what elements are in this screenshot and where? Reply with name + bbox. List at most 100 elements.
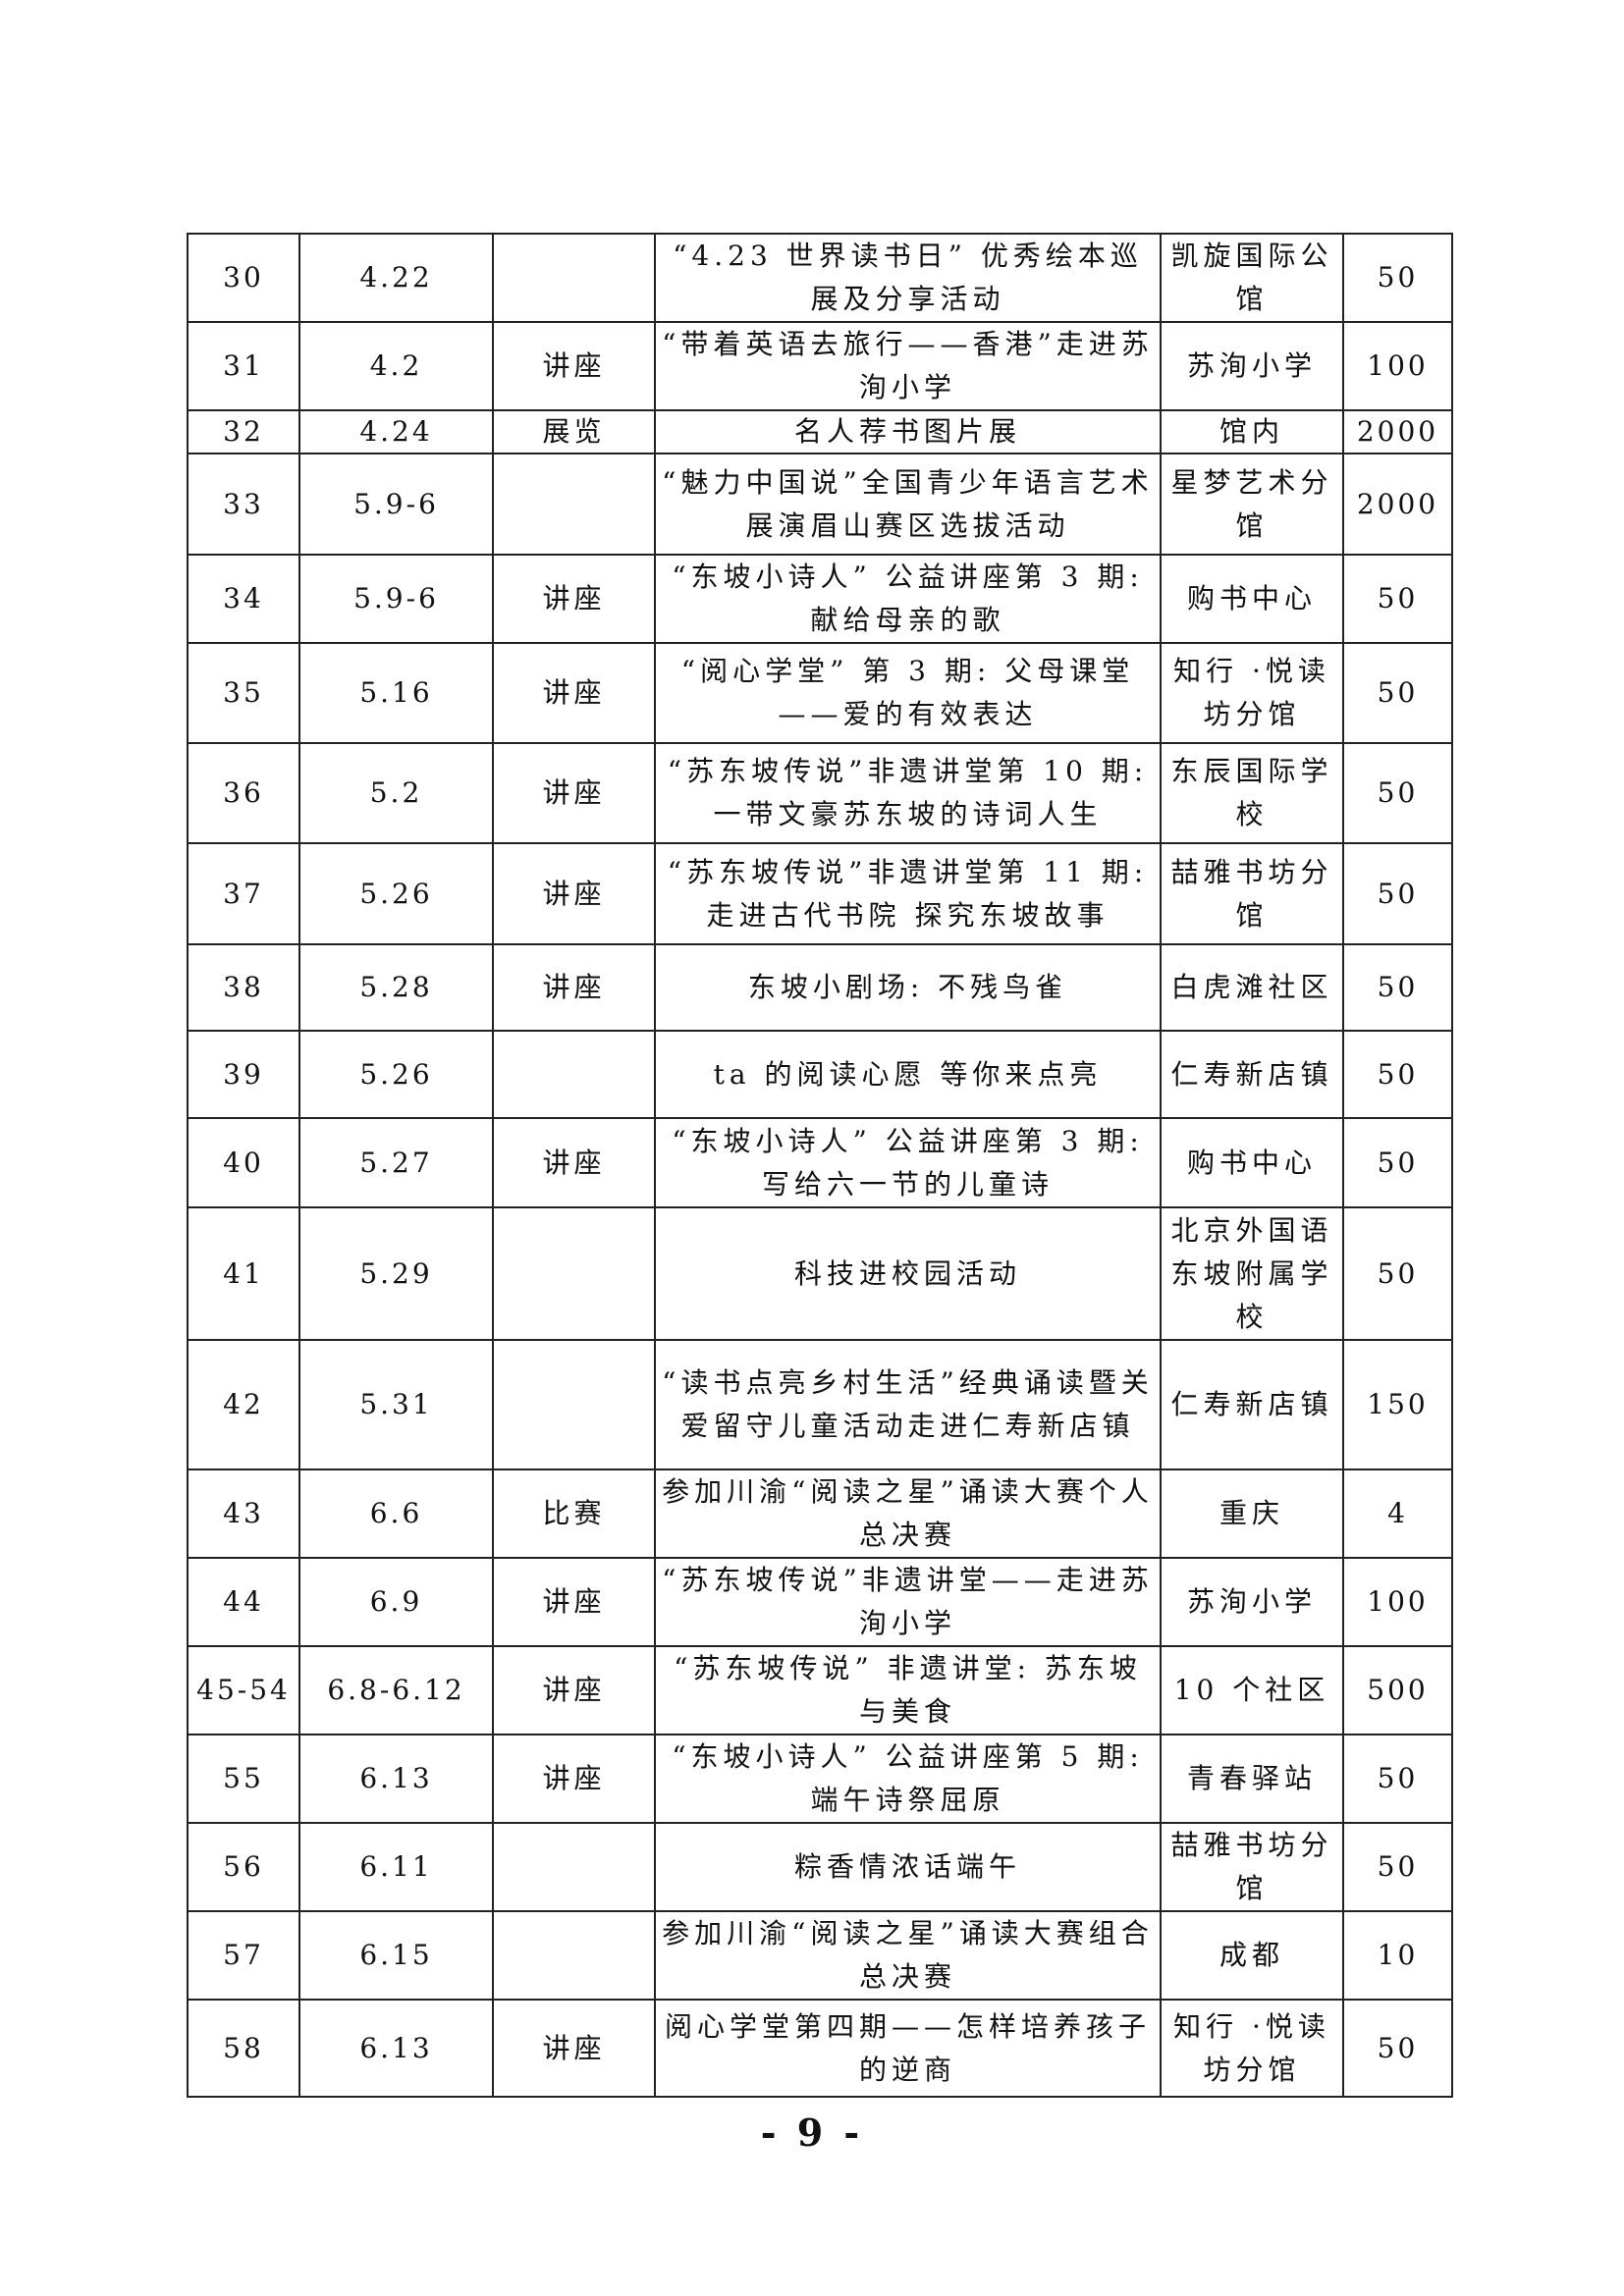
participant-count-cell: 50 xyxy=(1342,1030,1453,1119)
activity-name-cell: “带着英语去旅行——香港”走进苏洵小学 xyxy=(654,321,1162,411)
row-number: 35 xyxy=(187,642,300,744)
row-number: 33 xyxy=(187,453,300,556)
place-cell: 喆雅书坊分馆 xyxy=(1160,842,1344,945)
activity-name-cell: “苏东坡传说” 非遗讲堂: 苏东坡与美食 xyxy=(654,1645,1162,1735)
place-cell: 成都 xyxy=(1160,1910,1344,2001)
place-cell: 购书中心 xyxy=(1160,1117,1344,1208)
table-row: 30 4.22 “4.23 世界读书日” 优秀绘本巡展及分享活动 凯旋国际公馆 50 xyxy=(187,233,1453,323)
type-cell: 讲座 xyxy=(492,321,656,411)
table-row: 32 4.24 展览 名人荐书图片展 馆内 2000 xyxy=(187,409,1453,454)
place-cell: 青春驿站 xyxy=(1160,1734,1344,1824)
participant-count-cell: 500 xyxy=(1342,1645,1453,1735)
date-cell: 6.6 xyxy=(298,1468,494,1559)
type-cell: 讲座 xyxy=(492,842,656,945)
participant-count-cell: 100 xyxy=(1342,321,1453,411)
row-number: 42 xyxy=(187,1339,300,1470)
type-cell: 讲座 xyxy=(492,1734,656,1824)
date-cell: 6.15 xyxy=(298,1910,494,2001)
row-number: 58 xyxy=(187,1999,300,2098)
type-cell xyxy=(492,1910,656,2001)
place-cell: 购书中心 xyxy=(1160,554,1344,644)
row-number: 44 xyxy=(187,1557,300,1647)
activity-name-cell: ta 的阅读心愿 等你来点亮 xyxy=(654,1030,1162,1119)
type-cell: 讲座 xyxy=(492,642,656,744)
participant-count-cell: 50 xyxy=(1342,1734,1453,1824)
place-cell: 星梦艺术分馆 xyxy=(1160,453,1344,556)
type-cell xyxy=(492,1030,656,1119)
place-cell: 仁寿新店镇 xyxy=(1160,1339,1344,1470)
table-row: 45-54 6.8-6.12 讲座 “苏东坡传说” 非遗讲堂: 苏东坡与美食 10 个社… xyxy=(187,1645,1453,1735)
type-cell: 讲座 xyxy=(492,1999,656,2098)
activity-name-cell: 科技进校园活动 xyxy=(654,1206,1162,1341)
activity-name-cell: “魅力中国说”全国青少年语言艺术展演眉山赛区选拔活动 xyxy=(654,453,1162,556)
type-cell: 讲座 xyxy=(492,1117,656,1208)
row-number: 45-54 xyxy=(187,1645,300,1735)
page-number: - 9 - xyxy=(760,2110,864,2155)
date-cell: 5.2 xyxy=(298,742,494,844)
place-cell: 苏洵小学 xyxy=(1160,321,1344,411)
table-row: 42 5.31 “读书点亮乡村生活”经典诵读暨关爱留守儿童活动走进仁寿新店镇 仁寿新店… xyxy=(187,1339,1453,1470)
activity-name-cell: 粽香情浓话端午 xyxy=(654,1822,1162,1912)
participant-count-cell: 50 xyxy=(1342,742,1453,844)
date-cell: 4.22 xyxy=(298,233,494,323)
date-cell: 5.27 xyxy=(298,1117,494,1208)
type-cell xyxy=(492,233,656,323)
table-row: 57 6.15 参加川渝“阅读之星”诵读大赛组合总决赛 成都 10 xyxy=(187,1910,1453,2001)
row-number: 43 xyxy=(187,1468,300,1559)
activity-name-cell: 阅心学堂第四期——怎样培养孩子的逆商 xyxy=(654,1999,1162,2098)
place-cell: 喆雅书坊分馆 xyxy=(1160,1822,1344,1912)
place-cell: 仁寿新店镇 xyxy=(1160,1030,1344,1119)
table-row: 43 6.6 比赛 参加川渝“阅读之星”诵读大赛个人总决赛 重庆 4 xyxy=(187,1468,1453,1559)
row-number: 37 xyxy=(187,842,300,945)
participant-count-cell: 50 xyxy=(1342,642,1453,744)
participant-count-cell: 100 xyxy=(1342,1557,1453,1647)
type-cell xyxy=(492,1206,656,1341)
activity-name-cell: 东坡小剧场: 不残鸟雀 xyxy=(654,943,1162,1032)
date-cell: 6.11 xyxy=(298,1822,494,1912)
table-row: 40 5.27 讲座 “东坡小诗人” 公益讲座第 3 期: 写给六一节的儿童诗 购书中心… xyxy=(187,1117,1453,1208)
type-cell: 讲座 xyxy=(492,1557,656,1647)
date-cell: 6.8-6.12 xyxy=(298,1645,494,1735)
activity-name-cell: “读书点亮乡村生活”经典诵读暨关爱留守儿童活动走进仁寿新店镇 xyxy=(654,1339,1162,1470)
date-cell: 5.31 xyxy=(298,1339,494,1470)
place-cell: 知行 ·悦读坊分馆 xyxy=(1160,642,1344,744)
table-row: 39 5.26 ta 的阅读心愿 等你来点亮 仁寿新店镇 50 xyxy=(187,1030,1453,1119)
row-number: 55 xyxy=(187,1734,300,1824)
date-cell: 5.26 xyxy=(298,842,494,945)
type-cell: 讲座 xyxy=(492,943,656,1032)
table-row: 34 5.9-6 讲座 “东坡小诗人” 公益讲座第 3 期: 献给母亲的歌 购书中心 50 xyxy=(187,554,1453,644)
row-number: 57 xyxy=(187,1910,300,2001)
date-cell: 5.9-6 xyxy=(298,554,494,644)
table-row: 37 5.26 讲座 “苏东坡传说”非遗讲堂第 11 期: 走进古代书院 探究东坡故事… xyxy=(187,842,1453,945)
participant-count-cell: 50 xyxy=(1342,233,1453,323)
type-cell: 讲座 xyxy=(492,554,656,644)
table-row: 36 5.2 讲座 “苏东坡传说”非遗讲堂第 10 期: 一带文豪苏东坡的诗词人生 东辰… xyxy=(187,742,1453,844)
type-cell: 讲座 xyxy=(492,742,656,844)
row-number: 32 xyxy=(187,409,300,454)
table-row: 56 6.11 粽香情浓话端午 喆雅书坊分馆 50 xyxy=(187,1822,1453,1912)
place-cell: 凯旋国际公馆 xyxy=(1160,233,1344,323)
date-cell: 4.2 xyxy=(298,321,494,411)
row-number: 31 xyxy=(187,321,300,411)
activity-name-cell: “东坡小诗人” 公益讲座第 3 期: 写给六一节的儿童诗 xyxy=(654,1117,1162,1208)
row-number: 56 xyxy=(187,1822,300,1912)
activity-name-cell: 参加川渝“阅读之星”诵读大赛组合总决赛 xyxy=(654,1910,1162,2001)
activity-name-cell: 名人荐书图片展 xyxy=(654,409,1162,454)
participant-count-cell: 150 xyxy=(1342,1339,1453,1470)
date-cell: 5.16 xyxy=(298,642,494,744)
date-cell: 5.9-6 xyxy=(298,453,494,556)
row-number: 41 xyxy=(187,1206,300,1341)
date-cell: 4.24 xyxy=(298,409,494,454)
type-cell: 讲座 xyxy=(492,1645,656,1735)
activity-table: 30 4.22 “4.23 世界读书日” 优秀绘本巡展及分享活动 凯旋国际公馆 50 31… xyxy=(187,233,1453,2098)
date-cell: 5.29 xyxy=(298,1206,494,1341)
place-cell: 东辰国际学校 xyxy=(1160,742,1344,844)
row-number: 30 xyxy=(187,233,300,323)
date-cell: 6.13 xyxy=(298,1734,494,1824)
type-cell: 展览 xyxy=(492,409,656,454)
participant-count-cell: 50 xyxy=(1342,1999,1453,2098)
activity-name-cell: 参加川渝“阅读之星”诵读大赛个人总决赛 xyxy=(654,1468,1162,1559)
participant-count-cell: 50 xyxy=(1342,1206,1453,1341)
activity-name-cell: “苏东坡传说”非遗讲堂——走进苏洵小学 xyxy=(654,1557,1162,1647)
row-number: 34 xyxy=(187,554,300,644)
